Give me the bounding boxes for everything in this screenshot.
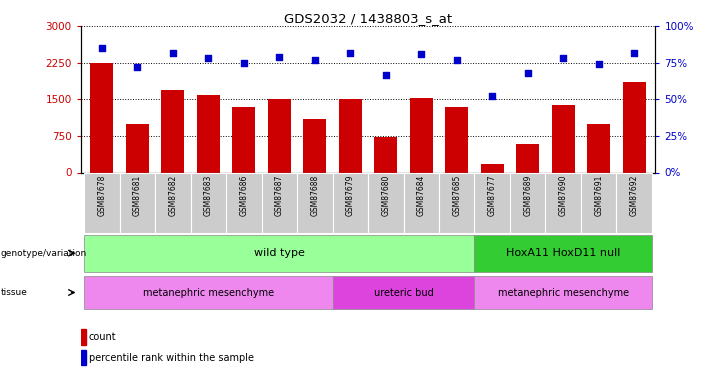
Point: [168, 50, 179, 55]
Text: GSM87686: GSM87686: [239, 175, 248, 216]
Bar: [120, 172, 155, 232]
Text: metanephric mesenchyme: metanephric mesenchyme: [143, 288, 274, 297]
Point: [629, 50, 640, 55]
Point: [522, 70, 533, 76]
Text: GSM87690: GSM87690: [559, 175, 568, 216]
Title: GDS2032 / 1438803_s_at: GDS2032 / 1438803_s_at: [284, 12, 452, 25]
Bar: [616, 172, 652, 232]
Point: [557, 56, 569, 62]
Point: [380, 72, 391, 78]
Bar: [368, 172, 404, 232]
Bar: [304, 119, 327, 172]
Bar: [332, 172, 368, 232]
Text: tissue: tissue: [1, 288, 27, 297]
Text: GSM87682: GSM87682: [168, 175, 177, 216]
Bar: [161, 90, 184, 172]
Bar: [581, 172, 616, 232]
Bar: [232, 106, 255, 172]
Text: GSM87684: GSM87684: [417, 175, 426, 216]
Bar: [552, 105, 575, 172]
Bar: [475, 172, 510, 232]
Point: [451, 57, 463, 63]
Bar: [332, 276, 475, 309]
Point: [345, 50, 356, 55]
Text: GSM87677: GSM87677: [488, 175, 497, 216]
Bar: [445, 106, 468, 172]
Bar: [84, 235, 475, 272]
Bar: [409, 98, 433, 172]
Bar: [339, 99, 362, 172]
Point: [96, 45, 107, 51]
Bar: [510, 172, 545, 232]
Bar: [226, 172, 261, 232]
Text: HoxA11 HoxD11 null: HoxA11 HoxD11 null: [506, 248, 620, 258]
Text: GSM87688: GSM87688: [311, 175, 319, 216]
Bar: [197, 94, 220, 172]
Bar: [126, 124, 149, 172]
Bar: [404, 172, 439, 232]
Bar: [84, 276, 332, 309]
Bar: [439, 172, 475, 232]
Point: [203, 56, 214, 62]
Bar: [81, 350, 86, 365]
Bar: [191, 172, 226, 232]
Point: [238, 60, 250, 66]
Bar: [475, 276, 652, 309]
Text: count: count: [88, 332, 116, 342]
Point: [132, 64, 143, 70]
Point: [593, 61, 604, 67]
Bar: [81, 329, 86, 345]
Text: GSM87689: GSM87689: [523, 175, 532, 216]
Bar: [475, 235, 652, 272]
Text: wild type: wild type: [254, 248, 305, 258]
Bar: [481, 164, 504, 172]
Bar: [261, 172, 297, 232]
Point: [486, 93, 498, 99]
Bar: [297, 172, 332, 232]
Text: GSM87680: GSM87680: [381, 175, 390, 216]
Text: GSM87687: GSM87687: [275, 175, 284, 216]
Bar: [516, 144, 539, 172]
Text: genotype/variation: genotype/variation: [1, 249, 87, 258]
Text: GSM87685: GSM87685: [452, 175, 461, 216]
Point: [416, 51, 427, 57]
Text: ureteric bud: ureteric bud: [374, 288, 433, 297]
Text: GSM87691: GSM87691: [594, 175, 603, 216]
Bar: [587, 124, 610, 172]
Text: GSM87692: GSM87692: [629, 175, 639, 216]
Bar: [268, 99, 291, 172]
Text: GSM87679: GSM87679: [346, 175, 355, 216]
Bar: [90, 63, 114, 173]
Text: GSM87678: GSM87678: [97, 175, 107, 216]
Point: [309, 57, 320, 63]
Bar: [155, 172, 191, 232]
Point: [273, 54, 285, 60]
Text: GSM87683: GSM87683: [204, 175, 213, 216]
Bar: [374, 137, 397, 172]
Bar: [84, 172, 120, 232]
Bar: [622, 82, 646, 172]
Text: GSM87681: GSM87681: [133, 175, 142, 216]
Text: metanephric mesenchyme: metanephric mesenchyme: [498, 288, 629, 297]
Text: percentile rank within the sample: percentile rank within the sample: [88, 352, 254, 363]
Bar: [545, 172, 581, 232]
